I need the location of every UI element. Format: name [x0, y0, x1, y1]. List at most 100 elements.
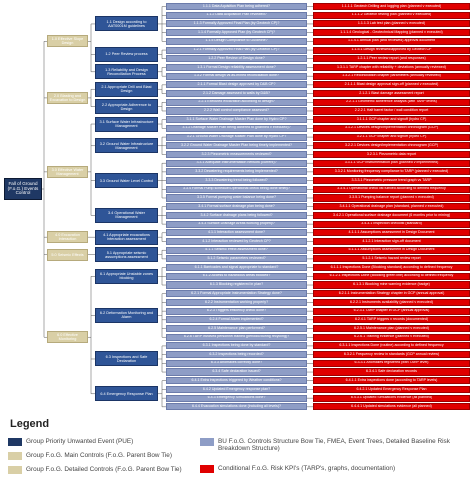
control-check: 2.1.2 Damage assessed to walls by D&B?: [166, 90, 307, 98]
detailed-control: 2.1 Appropriate Drill and Blast Design: [95, 81, 158, 97]
control-check: 1.3.1 Formal Design reliability assessme…: [166, 63, 307, 71]
risk-kpi: 1.1.4.1 Annual plan (and reviewed) appro…: [313, 37, 470, 45]
control-check: 3.4.2 Surface drainage plans being follo…: [166, 211, 307, 219]
risk-kpi: 6.2.3.1 TARP chapter in GCP (annual appr…: [313, 307, 470, 315]
risk-kpi: 3.4.1.1 Operational drainage plan (stand…: [313, 203, 470, 211]
risk-kpi: 6.2.1.1 Instrumentation Strategy chapter…: [313, 290, 470, 298]
risk-kpi: 1.3.1.1 TARP chapter with reliability + …: [313, 63, 470, 71]
risk-kpi: 6.2.6.1 Training evidence (planned v exe…: [313, 333, 470, 341]
control-check: 1.2.1 Formally Approved Final Plan (by G…: [166, 46, 307, 54]
control-check: 6.3.4 Safe declaration issued?: [166, 368, 307, 376]
risk-kpi: 6.4.3.1 Updated Simulations evidence (al…: [313, 394, 470, 402]
control-check: 6.4.4 Evacuation simulations done (inclu…: [166, 403, 307, 411]
detailed-control: 3.2 Ground Water Infrastructure Manageme…: [95, 138, 158, 154]
risk-kpi: 3.4.2.1 Operational surface drainage doc…: [313, 211, 470, 219]
control-check: 3.3.4 Formal Pump schedule/Operational c…: [166, 185, 307, 193]
detailed-control: 6.3 Inspections and Safe Declaration: [95, 351, 158, 367]
risk-kpi: 2.2.2.1 Half barrel factor / wall condit…: [313, 107, 470, 115]
risk-kpi: 5.1.2.1 Seismic hazard review report: [313, 255, 470, 263]
risk-kpi: 6.3.4.1 Safe declaration records: [313, 368, 470, 376]
legend-label: Group Priority Unwanted Event (PUE): [26, 437, 134, 445]
control-check: 6.1.1 Barricades and signal appropriate …: [166, 264, 307, 272]
detailed-control: 3.3 Ground Water Level Control: [95, 173, 158, 189]
detailed-control: 4.1 Appropriate excavations interaction …: [95, 229, 158, 245]
control-check: 2.1.1 Formal Blast design approved by D&…: [166, 81, 307, 89]
control-check: 4.1.2 Interaction reviewed by Geotech CP…: [166, 237, 307, 246]
risk-kpi: 3.4.3.1 Inspection checklist (standard): [313, 220, 470, 228]
legend-label: Conditional F.o.G. Risk KPI's (TARP's, g…: [218, 464, 396, 472]
legend-swatch: [200, 465, 214, 473]
legend-swatch: [200, 438, 214, 446]
control-check: 3.3.5 Formal pumping water balance being…: [166, 194, 307, 202]
risk-kpi: 6.1.3.1 Blocking mine warning evidence (…: [313, 281, 470, 289]
detailed-control: 1.3 Reliability and Design Reconciliatio…: [95, 64, 158, 80]
control-check: 3.2.2 Ground Water Drainage Master Plan …: [166, 142, 307, 150]
main-control: 5.0 Seismic Effects: [47, 248, 88, 261]
control-check: 6.4.1 Extra inspections triggered by Wea…: [166, 377, 307, 385]
control-check: 6.4.2 Updated Emergency response plan?: [166, 385, 307, 393]
risk-kpi: 6.3.3.1 Anomalies registered (with TARP …: [313, 359, 470, 367]
control-check: 3.3.2 Dewatering requirements being impl…: [166, 168, 307, 176]
control-check: 3.2.1 Ground Water Drainage Master Plan …: [166, 133, 307, 141]
control-check: 6.2.6 TARP involved personnel trained (p…: [166, 333, 307, 341]
risk-kpi: 6.2.4.1 TARP triggers x records (documen…: [313, 316, 470, 324]
detailed-control: 3.1 Surface Water Infrastructure Managem…: [95, 116, 158, 132]
risk-kpi: 3.3.4.1 Operational check list fulfilled…: [313, 185, 470, 193]
detailed-control: 6.4 Emergency Response Plan: [95, 386, 158, 402]
control-check: 6.2.3 Triggers efficiency check done?: [166, 307, 307, 315]
detailed-control: 1.1 Design according to AAT0001M guideli…: [95, 16, 158, 32]
risk-kpi: 6.3.1.1 Inspections Done (routine) accor…: [313, 342, 470, 350]
risk-kpi: 3.2.1.1 GCP chapter and signoff (hydro C…: [313, 133, 470, 141]
risk-kpi: 1.2.1.1 Peer review report (and response…: [313, 55, 470, 63]
risk-kpi: 3.3.1.1 GCP instrumentation plan (planne…: [313, 159, 470, 167]
control-check: 3.4.1 Formal surface drainage plan being…: [166, 203, 307, 211]
control-check: 3.4.3 Surface Drainage Areas working pro…: [166, 220, 307, 228]
legend-label: BU F.o.G. Controls Structure Bow Tie, FM…: [218, 437, 450, 452]
legend-title: Legend: [10, 418, 50, 430]
risk-kpi: 5.1.1.1 Assumptions assessment in Design…: [313, 246, 470, 254]
detailed-control: 3.4 Operational Water Management: [95, 207, 158, 223]
risk-kpi: 1.1.1.2 Geotech testing plan (planned v …: [313, 11, 470, 19]
detailed-control: 5.1 Appropriate seismic assumptions asse…: [95, 247, 158, 263]
main-control: 2.0 Blasting and Excavation to Design: [47, 91, 88, 104]
risk-kpi: 6.2.5.1 Maintenance plan (planned v exec…: [313, 324, 470, 333]
control-check: 1.3.2 Formal design vs as-mined reconcil…: [166, 72, 307, 80]
risk-kpi: 6.1.1.1 Inspections Done (Blocking stand…: [313, 264, 470, 272]
control-check: 1.1.5 Design Compliance to Guideline?: [166, 37, 307, 45]
control-check: 6.4.3 Emergency Simulations done?: [166, 394, 307, 402]
risk-kpi: 3.3.2.1 Monitoring frequency compliance …: [313, 168, 470, 176]
main-control: 3.0 Effective Water Management: [47, 165, 88, 178]
control-check: 6.3.2 Inspections being recorded?: [166, 351, 307, 359]
risk-kpi: 6.1.2.1 Inspections Done (Blocking green…: [313, 272, 470, 280]
legend-label: Group F.o.G. Main Controls (F.o.G. Paren…: [26, 451, 172, 459]
control-check: 6.1.3 Blocking registered in plan?: [166, 281, 307, 289]
control-check: 3.3.1 Adequate Instrumentation network (…: [166, 159, 307, 167]
control-check: 6.2.4 Formal Alarm implemented?: [166, 316, 307, 324]
control-check: 1.2.2 Peer Review of Design done?: [166, 55, 307, 63]
control-check: 4.1.1 Interaction assessment done?: [166, 229, 307, 237]
control-check: 3.1.1 Surface Water Drainage Master Plan…: [166, 116, 307, 124]
risk-kpi: 6.2.2.1 Instruments availability (planne…: [313, 298, 470, 306]
risk-kpi: 2.1.2.1 Blast damage assessment report: [313, 90, 470, 98]
control-check: 6.3.3 Anomalies correctly done?: [166, 359, 307, 367]
control-check: 6.2.5 Maintenance plan performed?: [166, 324, 307, 333]
risk-kpi: 1.1.5.1 Design reviewed/approved by Geot…: [313, 46, 470, 54]
risk-kpi: 1.1.1.4 Geological - Geotechnical Mappin…: [313, 29, 470, 37]
risk-kpi: 6.4.4.1 Updated simulations evidence (al…: [313, 403, 470, 411]
control-check: 3.2.3 Piezometric measurements reviewed?: [166, 150, 307, 159]
detailed-control: 6.1 Appropriate Unstable zones blocking: [95, 268, 158, 284]
control-check: 6.3.1 Inspections being done by standard…: [166, 342, 307, 350]
risk-kpi: 6.3.2.1 Frequency review in standards (G…: [313, 351, 470, 359]
risk-kpi: 4.1.2.1 Interaction sign-off document: [313, 237, 470, 246]
risk-kpi: 3.2.2.1 Devices design/implementation ch…: [313, 142, 470, 150]
risk-kpi: 6.4.1.1 Extra inspections done (accordin…: [313, 377, 470, 385]
control-check: 5.1.1 Seismic effect assessment done?: [166, 246, 307, 254]
control-check: 5.1.2 Seismic parameters reviewed?: [166, 255, 307, 263]
control-check: 1.1.3 Formally Approved Final Plan (by G…: [166, 20, 307, 28]
detailed-control: 1.2 Peer Review process: [95, 46, 158, 62]
risk-kpi: 3.2.3.1 Piezometric data report: [313, 150, 470, 159]
legend-label: Group F.o.G. Detailed Controls (F.o.G. P…: [26, 465, 182, 473]
control-check: 2.2.1 Executed excavation according to d…: [166, 98, 307, 106]
risk-kpi: 1.1.1.3 Lab test plan (planned v execute…: [313, 20, 470, 28]
